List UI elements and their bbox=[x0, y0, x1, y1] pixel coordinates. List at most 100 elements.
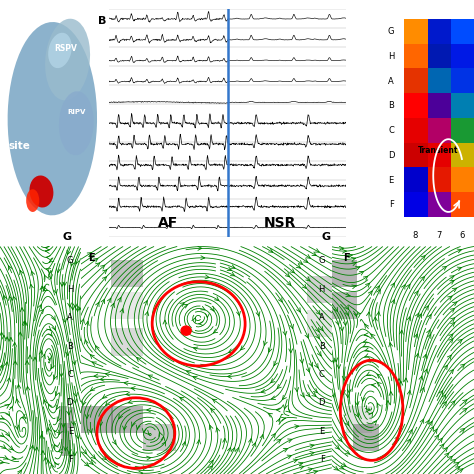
FancyArrowPatch shape bbox=[440, 444, 444, 448]
Text: D: D bbox=[66, 399, 73, 407]
FancyArrowPatch shape bbox=[295, 387, 299, 392]
FancyArrowPatch shape bbox=[433, 429, 437, 434]
FancyArrowPatch shape bbox=[285, 273, 290, 277]
FancyArrowPatch shape bbox=[315, 328, 319, 332]
FancyArrowPatch shape bbox=[161, 437, 165, 441]
FancyArrowPatch shape bbox=[7, 378, 11, 382]
FancyArrowPatch shape bbox=[331, 393, 335, 397]
FancyArrowPatch shape bbox=[201, 256, 205, 260]
Text: G: G bbox=[322, 232, 331, 242]
FancyArrowPatch shape bbox=[374, 317, 377, 321]
FancyArrowPatch shape bbox=[19, 271, 23, 275]
FancyArrowPatch shape bbox=[64, 447, 67, 451]
FancyArrowPatch shape bbox=[312, 252, 316, 255]
FancyArrowPatch shape bbox=[59, 373, 64, 377]
FancyArrowPatch shape bbox=[49, 274, 53, 279]
FancyArrowPatch shape bbox=[9, 296, 12, 301]
FancyArrowPatch shape bbox=[268, 348, 272, 352]
FancyArrowPatch shape bbox=[314, 364, 318, 368]
Text: F: F bbox=[389, 201, 393, 210]
FancyArrowPatch shape bbox=[45, 246, 49, 250]
FancyArrowPatch shape bbox=[216, 428, 219, 432]
FancyArrowPatch shape bbox=[256, 312, 260, 316]
FancyArrowPatch shape bbox=[391, 300, 395, 304]
FancyArrowPatch shape bbox=[295, 425, 299, 428]
Bar bbox=[68, 407, 74, 428]
FancyArrowPatch shape bbox=[306, 392, 310, 397]
FancyArrowPatch shape bbox=[299, 462, 303, 466]
FancyArrowPatch shape bbox=[213, 329, 218, 333]
Text: F: F bbox=[343, 253, 350, 263]
FancyArrowPatch shape bbox=[442, 395, 446, 399]
FancyArrowPatch shape bbox=[9, 337, 13, 341]
FancyArrowPatch shape bbox=[369, 412, 373, 417]
FancyArrowPatch shape bbox=[96, 263, 100, 267]
FancyArrowPatch shape bbox=[363, 343, 367, 347]
FancyArrowPatch shape bbox=[305, 334, 309, 338]
FancyArrowPatch shape bbox=[102, 277, 107, 281]
FancyArrowPatch shape bbox=[306, 277, 310, 281]
FancyArrowPatch shape bbox=[430, 427, 434, 431]
FancyArrowPatch shape bbox=[366, 358, 371, 362]
FancyArrowPatch shape bbox=[272, 434, 275, 438]
FancyArrowPatch shape bbox=[298, 261, 302, 264]
FancyArrowPatch shape bbox=[300, 465, 304, 469]
FancyArrowPatch shape bbox=[334, 358, 338, 362]
FancyArrowPatch shape bbox=[18, 332, 22, 336]
FancyArrowPatch shape bbox=[15, 399, 19, 403]
FancyArrowPatch shape bbox=[205, 275, 209, 279]
FancyArrowPatch shape bbox=[201, 306, 205, 310]
FancyArrowPatch shape bbox=[148, 375, 153, 379]
FancyArrowPatch shape bbox=[91, 455, 95, 459]
FancyArrowPatch shape bbox=[356, 266, 360, 270]
FancyArrowPatch shape bbox=[271, 379, 275, 383]
FancyArrowPatch shape bbox=[9, 406, 13, 411]
FancyArrowPatch shape bbox=[439, 391, 443, 395]
FancyArrowPatch shape bbox=[120, 309, 124, 313]
FancyArrowPatch shape bbox=[123, 426, 127, 430]
Bar bbox=[81, 406, 113, 433]
Bar bbox=[111, 260, 143, 287]
FancyArrowPatch shape bbox=[69, 454, 73, 457]
FancyArrowPatch shape bbox=[40, 435, 44, 438]
Text: A: A bbox=[388, 77, 394, 86]
FancyArrowPatch shape bbox=[59, 430, 62, 435]
FancyArrowPatch shape bbox=[313, 470, 318, 474]
FancyArrowPatch shape bbox=[339, 465, 344, 469]
Text: B: B bbox=[388, 101, 394, 110]
FancyArrowPatch shape bbox=[288, 439, 292, 443]
FancyArrowPatch shape bbox=[29, 284, 33, 288]
FancyArrowPatch shape bbox=[62, 424, 65, 428]
Text: C: C bbox=[67, 370, 73, 379]
FancyArrowPatch shape bbox=[48, 332, 52, 336]
FancyArrowPatch shape bbox=[375, 286, 379, 290]
Bar bbox=[307, 276, 339, 303]
FancyArrowPatch shape bbox=[365, 283, 370, 287]
FancyArrowPatch shape bbox=[345, 421, 349, 426]
FancyArrowPatch shape bbox=[180, 303, 184, 307]
FancyArrowPatch shape bbox=[75, 260, 79, 264]
FancyArrowPatch shape bbox=[391, 283, 394, 287]
Ellipse shape bbox=[59, 91, 94, 155]
FancyArrowPatch shape bbox=[51, 364, 55, 369]
Circle shape bbox=[181, 326, 191, 335]
FancyArrowPatch shape bbox=[376, 312, 380, 316]
FancyArrowPatch shape bbox=[132, 422, 135, 426]
FancyArrowPatch shape bbox=[43, 400, 47, 404]
FancyArrowPatch shape bbox=[48, 404, 52, 409]
FancyArrowPatch shape bbox=[145, 311, 149, 316]
FancyArrowPatch shape bbox=[48, 270, 52, 274]
FancyArrowPatch shape bbox=[180, 397, 184, 401]
FancyArrowPatch shape bbox=[205, 314, 210, 318]
FancyArrowPatch shape bbox=[25, 361, 29, 365]
FancyArrowPatch shape bbox=[231, 447, 235, 452]
FancyArrowPatch shape bbox=[0, 433, 4, 437]
FancyArrowPatch shape bbox=[54, 431, 58, 435]
FancyArrowPatch shape bbox=[76, 435, 80, 438]
FancyArrowPatch shape bbox=[377, 403, 381, 408]
FancyArrowPatch shape bbox=[290, 269, 294, 273]
FancyArrowPatch shape bbox=[212, 399, 217, 403]
FancyArrowPatch shape bbox=[90, 355, 94, 359]
FancyArrowPatch shape bbox=[421, 255, 425, 260]
FancyArrowPatch shape bbox=[193, 347, 198, 351]
